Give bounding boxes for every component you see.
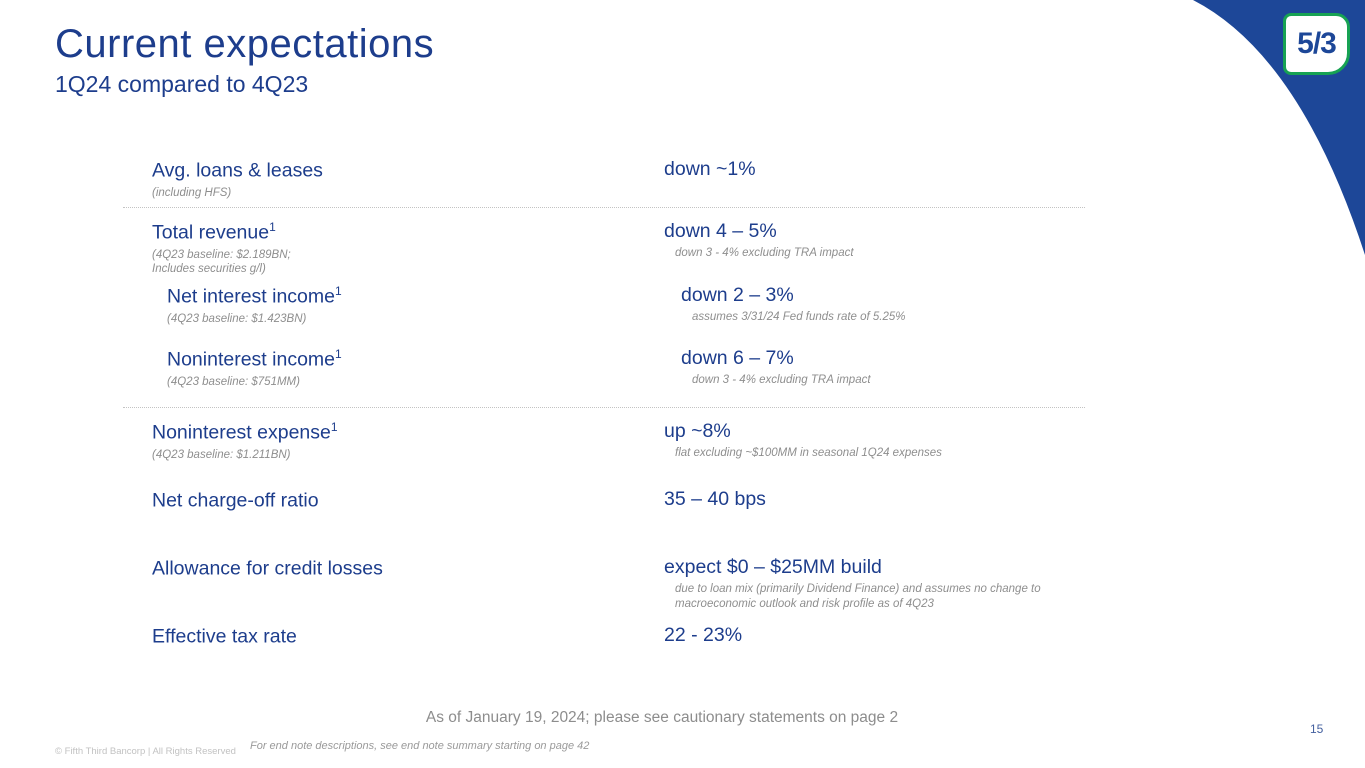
row-value: down 6 – 7%: [681, 347, 794, 369]
row-label: Net interest income: [167, 285, 335, 308]
row-value-note: down 3 - 4% excluding TRA impact: [692, 374, 871, 387]
as-of-note: As of January 19, 2024; please see cauti…: [425, 709, 899, 726]
copyright-notice: © Fifth Third Bancorp | All Rights Reser…: [55, 746, 236, 757]
row-label: Total revenue: [152, 221, 270, 244]
row-value: expect $0 – $25MM build: [664, 556, 882, 578]
row-value-note: flat excluding ~$100MM in seasonal 1Q24 …: [675, 447, 942, 460]
row-label: Effective tax rate: [152, 625, 297, 648]
footnote-marker: 1: [335, 347, 342, 361]
row-value: down ~1%: [664, 158, 756, 180]
footnote-marker: 1: [269, 220, 276, 234]
row-label: Net charge-off ratio: [152, 489, 319, 512]
row-label: Noninterest expense: [152, 421, 331, 444]
fifth-third-logo: 5/3: [1283, 13, 1350, 75]
row-value: down 4 – 5%: [664, 220, 777, 242]
page-title: Current expectations: [55, 22, 435, 66]
row-label-note: (including HFS): [152, 186, 232, 199]
row-label: Avg. loans & leases: [152, 159, 323, 182]
endnote-reference: For end note descriptions, see end note …: [250, 740, 590, 752]
row-value: 35 – 40 bps: [664, 488, 766, 510]
page-number: 15: [1310, 722, 1324, 736]
row-value: down 2 – 3%: [681, 284, 794, 306]
row-value-note: assumes 3/31/24 Fed funds rate of 5.25%: [692, 311, 906, 324]
page-subtitle: 1Q24 compared to 4Q23: [55, 71, 309, 97]
fifth-third-logo-icon: 5/3: [1297, 27, 1337, 60]
row-label: Allowance for credit losses: [152, 557, 383, 580]
row-label-note: (4Q23 baseline: $751MM): [167, 375, 300, 388]
row-label-note: (4Q23 baseline: $2.189BN; Includes secur…: [152, 248, 291, 276]
row-value-note: due to loan mix (primarily Dividend Fina…: [675, 583, 1041, 610]
row-value: 22 - 23%: [664, 624, 743, 646]
row-value-note: down 3 - 4% excluding TRA impact: [675, 247, 854, 260]
footnote-marker: 1: [335, 284, 342, 298]
row-value: up ~8%: [664, 420, 731, 442]
dotted-divider: [123, 407, 1085, 408]
row-label: Noninterest income: [167, 348, 335, 371]
dotted-divider: [123, 207, 1085, 208]
row-label-note: (4Q23 baseline: $1.211BN): [152, 448, 291, 461]
footnote-marker: 1: [330, 420, 338, 434]
row-label-note: (4Q23 baseline: $1.423BN): [167, 312, 307, 325]
